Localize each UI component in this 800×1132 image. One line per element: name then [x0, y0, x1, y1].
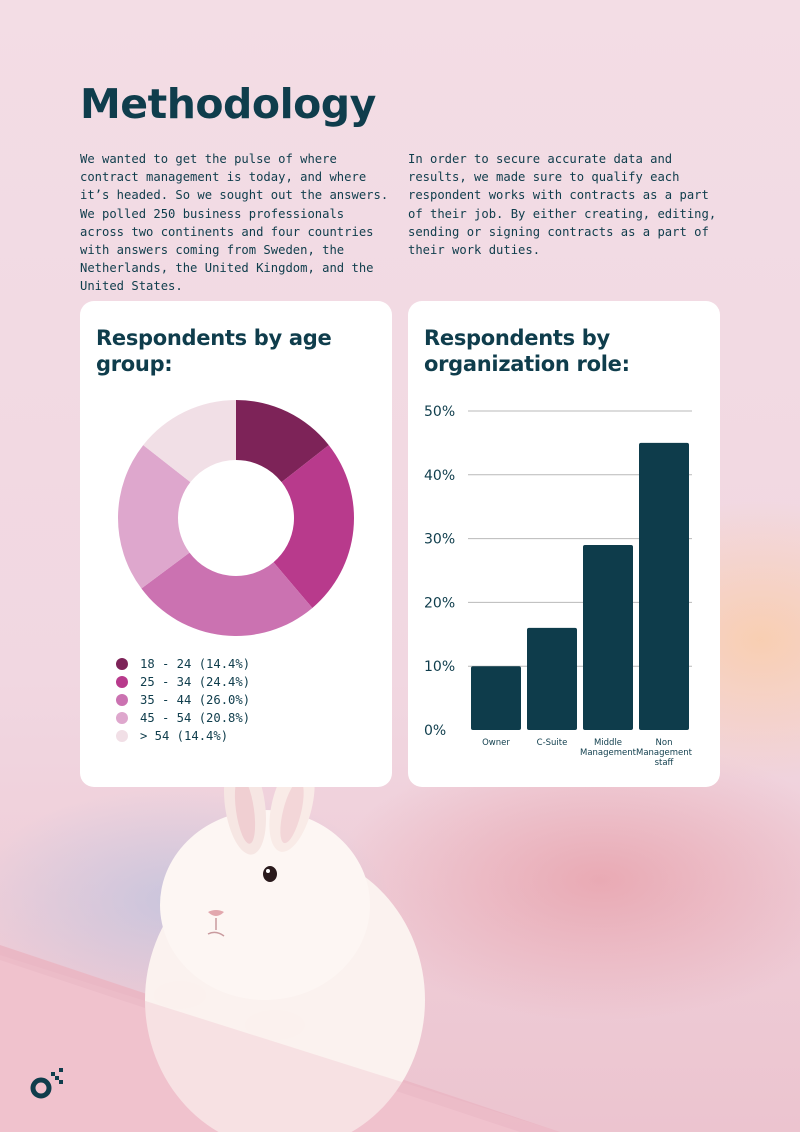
legend-label: 35 - 44 (26.0%): [140, 693, 251, 707]
bar: [471, 666, 521, 730]
intro-paragraph-left: We wanted to get the pulse of where cont…: [80, 152, 389, 294]
brand-logo-icon: [30, 1068, 63, 1099]
bar: [583, 544, 633, 730]
legend-label: 25 - 34 (24.4%): [140, 675, 251, 689]
donut-slice: [236, 400, 329, 483]
organization-role-card: Respondents by organization role: 0% 10% 2…: [408, 301, 720, 787]
intro-paragraph-right: In order to secure accurate data and res…: [408, 152, 717, 258]
donut-slice: [117, 445, 191, 589]
legend-swatch: [116, 658, 128, 670]
legend-swatch: [116, 730, 128, 742]
legend-item: 18 - 24 (14.4%): [116, 655, 250, 673]
y-tick-label: 10%: [424, 659, 455, 675]
x-tick-label: Middle: [594, 738, 622, 748]
legend-swatch: [116, 676, 128, 688]
y-tick-label: 50%: [424, 404, 455, 420]
x-tick-label: Management: [636, 748, 693, 758]
legend-item: 25 - 34 (24.4%): [116, 673, 250, 691]
donut-slice: [143, 400, 236, 483]
x-tick-label: Non: [656, 738, 673, 748]
legend-swatch: [116, 694, 128, 706]
donut-slice: [273, 445, 355, 608]
legend-label: 18 - 24 (14.4%): [140, 657, 251, 671]
legend-label: 45 - 54 (20.8%): [140, 711, 251, 725]
age-group-legend: 18 - 24 (14.4%) 25 - 34 (24.4%) 35 - 44 …: [116, 655, 250, 745]
organization-role-bar-chart: 0%10%20%30%40%50%Owner C-Suite MiddleManag…: [424, 404, 693, 768]
age-group-title: Respondents by age group:: [96, 326, 332, 376]
legend-item: 45 - 54 (20.8%): [116, 709, 250, 727]
age-group-donut-chart: [117, 400, 355, 636]
organization-role-title: Respondents by organization role:: [424, 326, 630, 376]
legend-label: > 54 (14.4%): [140, 729, 229, 743]
x-tick-label: Owner: [482, 738, 510, 748]
bar: [639, 442, 689, 730]
legend-swatch: [116, 712, 128, 724]
y-tick-label: 0%: [424, 723, 446, 739]
donut-slice: [141, 552, 313, 636]
y-tick-label: 20%: [424, 595, 455, 611]
legend-item: > 54 (14.4%): [116, 727, 250, 745]
bar: [527, 627, 577, 730]
age-group-card: Respondents by age group: 18 - 24 (14.4%…: [80, 301, 392, 787]
legend-item: 35 - 44 (26.0%): [116, 691, 250, 709]
y-tick-label: 30%: [424, 532, 455, 548]
x-tick-label: Management: [580, 748, 637, 758]
page-title: Methodology: [80, 80, 376, 128]
x-tick-label: staff: [655, 758, 675, 768]
y-tick-label: 40%: [424, 468, 455, 484]
x-tick-label: C-Suite: [537, 738, 568, 748]
